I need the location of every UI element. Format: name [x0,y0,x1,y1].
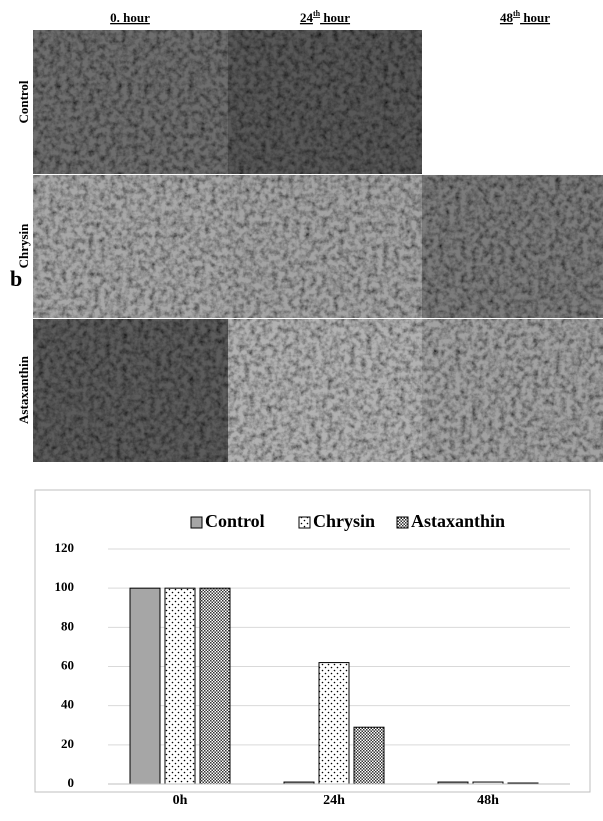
column-header: 0. hour [110,10,150,25]
y-tick-label: 80 [61,618,74,633]
micrograph [228,175,422,318]
column-header: 48th hour [500,9,550,25]
header-part: th [513,9,521,18]
y-tick-label: 100 [55,579,75,594]
chart: 0 20 40 60 80 100 120 0h 24h 48h Control Chrysin Ast… [55,511,570,808]
legend-swatch [396,516,409,529]
legend-label: Astaxanthin [411,511,505,531]
legend-label: Control [205,511,265,531]
micrograph [228,319,422,462]
bar [164,587,196,785]
bar [353,726,385,785]
y-tick-label: 40 [61,697,74,712]
panel-label: b [10,266,22,291]
legend-swatch [190,516,203,529]
row-labels: Control Chrysin Astaxanthin [16,80,31,424]
header-part: 48 [500,10,514,25]
micrograph [422,175,603,318]
y-tick-label: 0 [68,775,75,790]
x-tick-label: 0h [173,793,188,808]
header-part: hour [520,10,550,25]
micrograph [422,319,603,462]
y-tick-label: 120 [55,540,75,555]
micrographs [33,30,603,462]
micrograph [228,30,422,174]
legend-label: Chrysin [313,511,375,531]
column-headers: 0. hour 24th hour 48th hour [110,9,550,25]
chart-frame [34,489,591,793]
y-tick-label: 20 [61,736,74,751]
header-part: 24 [300,10,314,25]
row-label: Astaxanthin [16,355,31,424]
y-tick-label: 60 [61,657,74,672]
x-tick-label: 24h [323,793,345,808]
micrograph [33,30,228,174]
legend-swatch [298,516,311,529]
micrograph [33,319,228,462]
header-part: 0. hour [110,10,150,25]
row-label: Control [16,80,31,123]
column-header: 24th hour [300,9,350,25]
row-label: Chrysin [16,223,31,269]
header-part: th [313,9,321,18]
x-tick-label: 48h [477,793,499,808]
bar [318,662,350,785]
header-part: hour [320,10,350,25]
micrograph [33,175,228,318]
bar [199,587,231,785]
bar [129,587,161,785]
